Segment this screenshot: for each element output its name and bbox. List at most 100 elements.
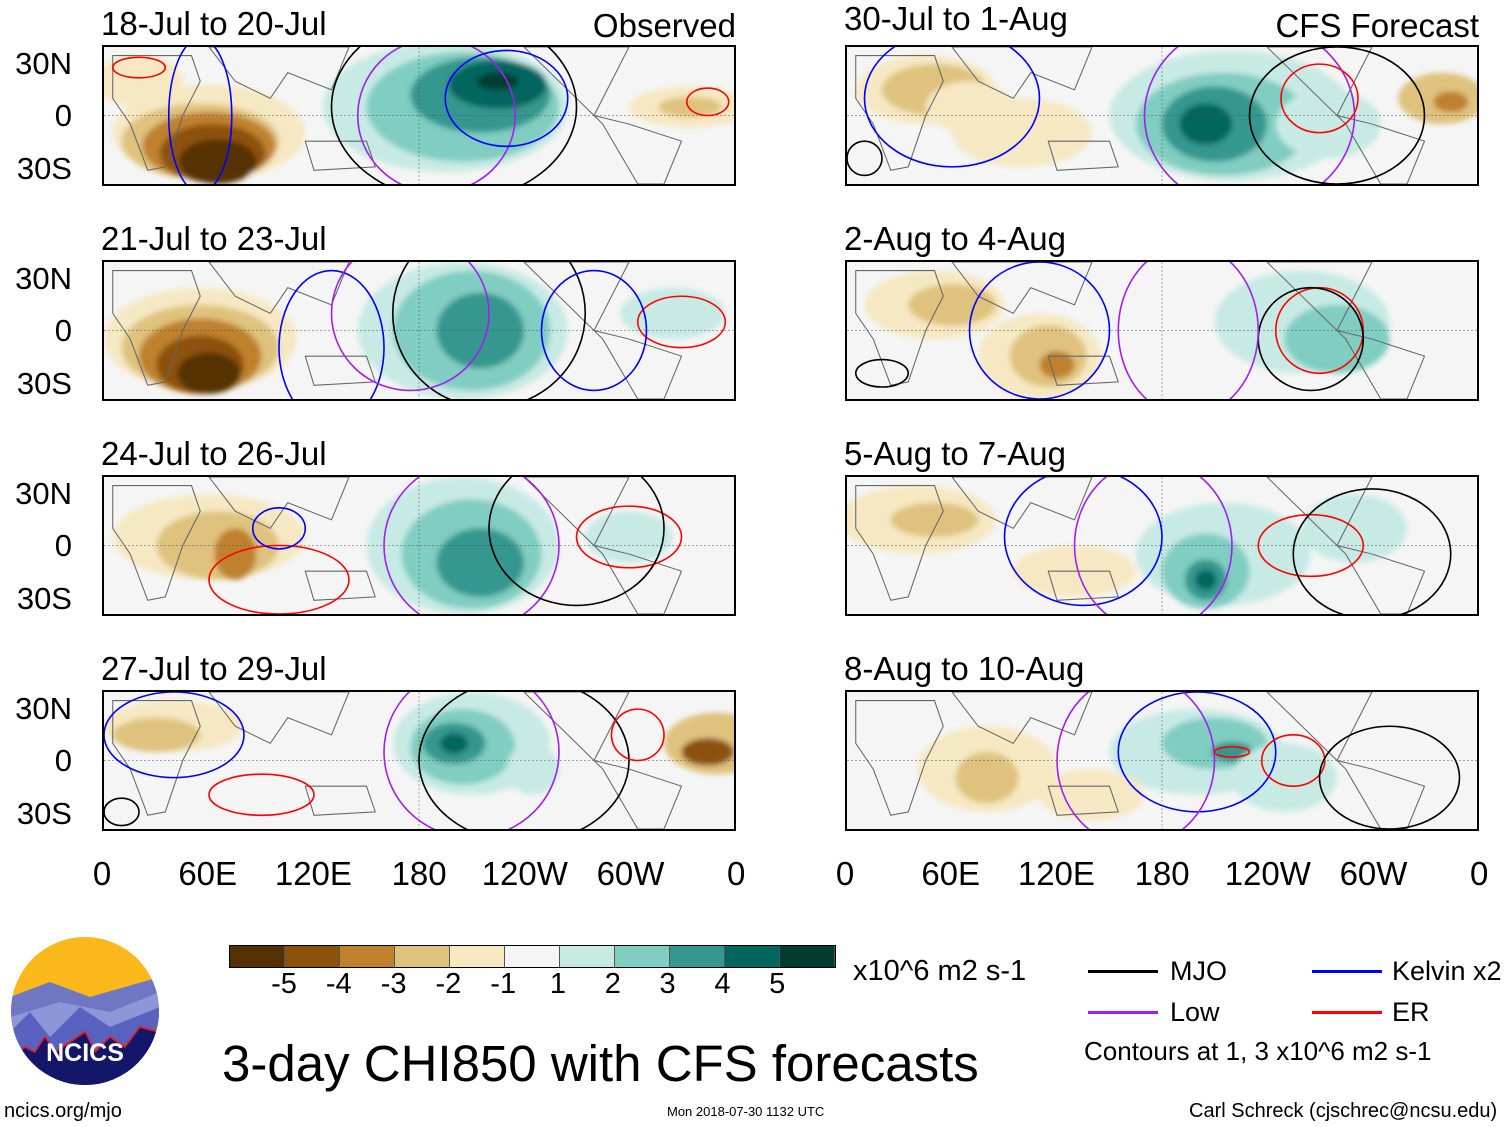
lat-label: 0 [54,98,72,133]
coastlines [855,692,1426,829]
enhanced-anomaly [436,528,524,597]
suppressed-anomaly [908,284,996,326]
wave-contour [865,47,1040,167]
lon-label: 120W [481,855,568,892]
suppressed-anomaly [104,55,183,107]
colorbar-label: 3 [659,968,676,1000]
map-panel [845,475,1479,616]
wave-contour [1215,747,1250,757]
panel-title: 21-Jul to 23-Jul [101,220,327,257]
lat-label: 0 [54,528,72,563]
lon-label: 120W [1224,855,1311,892]
wave-contour [577,506,682,568]
wave-contour [1320,726,1460,829]
wave-contour [445,50,568,146]
enhanced-anomaly [1232,743,1337,812]
colorbar-label: 2 [604,968,621,1000]
lon-label: 60W [1339,855,1408,892]
suppressed-anomaly [952,98,1092,167]
wave-contour [104,692,244,778]
wave-contour [104,798,139,825]
panel-title: 8-Aug to 10-Aug [844,650,1085,687]
enhanced-anomaly [1284,304,1390,374]
lon-label: 0 [835,855,855,892]
panel-title: 5-Aug to 7-Aug [844,435,1066,472]
panel-title: 30-Jul to 1-Aug [844,0,1068,37]
map-panel [102,690,736,831]
lat-label: 0 [54,743,72,778]
suppressed-anomaly [112,717,201,752]
wave-contour [970,262,1110,399]
colorbar-label: 5 [769,968,786,1000]
panel-source-tag: CFS Forecast [1275,7,1479,44]
wave-contour [856,360,909,387]
wave-contour [113,57,166,78]
coastlines [112,47,683,184]
map-panel [102,260,736,401]
footer-url[interactable]: ncics.org/mjo [4,1100,122,1122]
suppressed-anomaly [214,528,257,580]
suppressed-anomaly [681,738,734,766]
lon-label: 0 [727,855,746,892]
suppressed-anomaly [1039,351,1075,379]
colorbar-label: -3 [380,968,407,1000]
panel-title: 24-Jul to 26-Jul [101,435,327,472]
lon-label: 0 [92,855,112,892]
panel-title: 2-Aug to 4-Aug [844,220,1066,257]
legend-line-low [1088,1011,1158,1014]
wave-contour [489,477,664,605]
lat-label: 30N [15,476,72,511]
lat-label: 0 [54,313,72,348]
footer-timestamp: Mon 2018-07-30 1132 UTC [667,1104,825,1119]
wave-contour [1005,477,1163,605]
wave-contour [687,88,729,115]
figure-title: 3-day CHI850 with CFS forecasts [222,1035,979,1092]
wave-contour [332,47,577,184]
lon-label: 0 [1470,855,1489,892]
panel-title: 18-Jul to 20-Jul [101,5,327,42]
colorbar-label: 1 [549,968,567,1000]
lat-label: 30S [16,796,72,831]
wave-contour [1075,477,1233,614]
suppressed-anomaly [658,96,722,118]
legend-label-mjo: MJO [1170,956,1227,986]
colorbar-swatch [725,946,780,967]
map-panel [102,45,736,186]
ncics-logo: NCICS [11,937,159,1085]
colorbar-swatch [780,946,835,967]
lat-label: 30N [15,261,72,296]
suppressed-anomaly [177,352,241,394]
lon-label: 60W [596,855,665,892]
legend-line-mjo [1088,970,1158,973]
footer-author: Carl Schreck (cjschrec@ncsu.edu) [1189,1100,1498,1122]
wave-contour [1118,262,1258,399]
lon-label: 180 [391,855,447,892]
suppressed-anomaly [1039,769,1145,821]
wave-contour [1145,47,1355,184]
lat-label: 30N [15,46,72,81]
suppressed-anomaly [955,751,1019,804]
colorbar-label: -1 [490,968,517,1000]
colorbar-label: -5 [271,968,297,1000]
enhanced-anomaly [440,733,468,754]
colorbar-swatch [505,946,560,967]
lon-label: 120E [274,855,352,892]
wave-contour [393,262,586,399]
colorbar [229,945,836,968]
colorbar-swatch [395,946,450,967]
lon-label: 60E [921,855,981,892]
wave-contour [253,508,306,549]
wave-contour [384,477,559,614]
wave-contour [1293,489,1451,614]
suppressed-anomaly [179,139,257,184]
contours-note: Contours at 1, 3 x10^6 m2 s-1 [1084,1036,1432,1066]
wave-contour [209,546,349,615]
lat-label: 30S [16,151,72,186]
suppressed-anomaly [890,502,979,537]
enhanced-anomaly [585,511,673,563]
legend-label-low: Low [1170,997,1220,1027]
wave-contour [169,47,232,184]
enhanced-anomaly [1275,89,1381,159]
wave-contour [1057,692,1215,829]
panel-title: 27-Jul to 29-Jul [101,650,327,687]
